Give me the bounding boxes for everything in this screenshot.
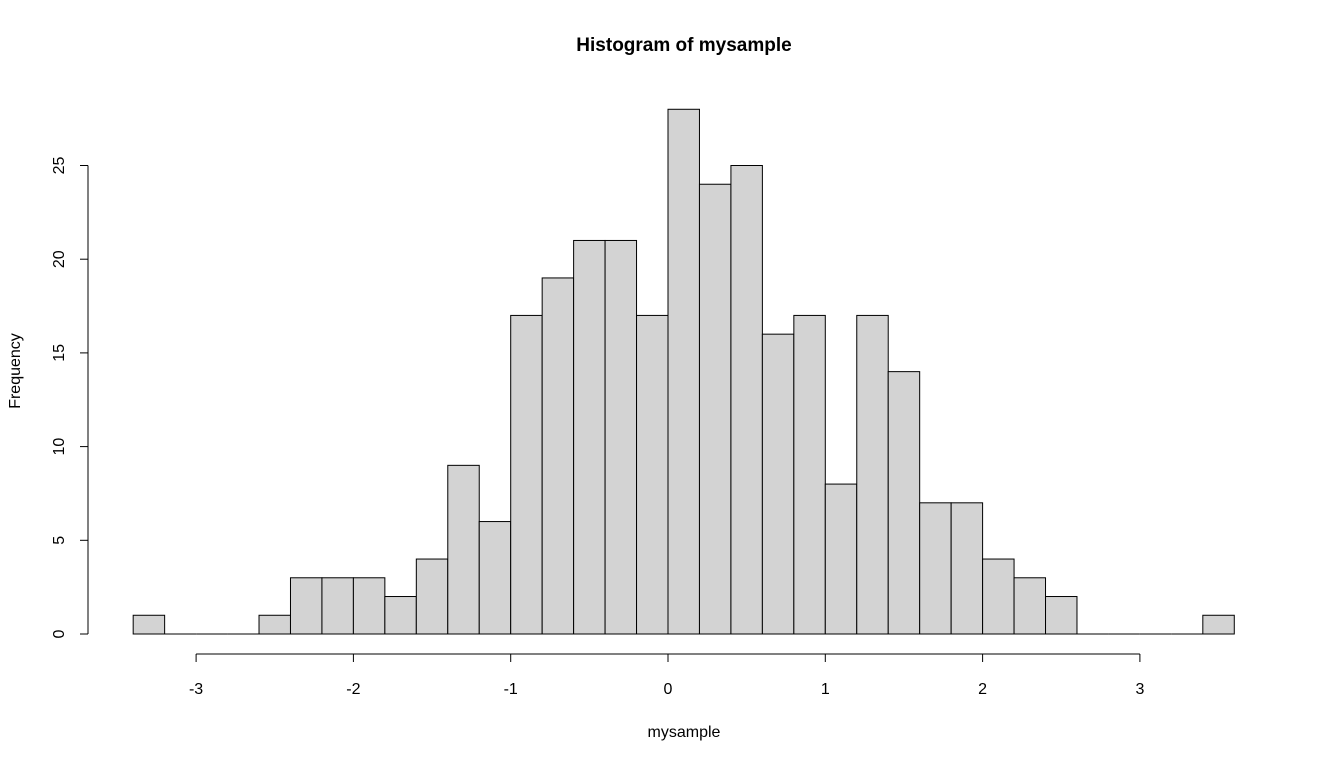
y-tick-label: 5 xyxy=(51,536,68,545)
histogram-bar xyxy=(824,483,858,635)
histogram-bar xyxy=(510,314,543,635)
x-tick-label: 2 xyxy=(978,681,987,698)
x-tick-label: -1 xyxy=(504,681,518,698)
histogram-bar xyxy=(478,521,512,635)
chart-title: Histogram of mysample xyxy=(576,35,791,56)
histogram-bar xyxy=(447,464,480,635)
histogram-bar xyxy=(636,314,669,635)
histogram-bar xyxy=(573,239,606,635)
y-tick-label: 25 xyxy=(51,157,68,175)
histogram-bar xyxy=(1045,596,1078,635)
y-axis: 0 5 10 15 20 25 xyxy=(51,157,89,638)
histogram-bar xyxy=(1202,614,1235,635)
histogram-bar xyxy=(730,165,763,635)
histogram-bar xyxy=(384,596,417,635)
histogram-bar xyxy=(982,558,1015,635)
histogram-bar xyxy=(258,614,291,635)
histogram-bar xyxy=(132,614,166,635)
histogram-bar xyxy=(793,314,826,635)
histogram-bar xyxy=(1013,577,1047,635)
y-tick-label: 15 xyxy=(51,344,68,362)
histogram-bar xyxy=(289,577,323,635)
x-tick-label: 1 xyxy=(821,681,830,698)
histogram-bar xyxy=(415,558,449,635)
histogram-bar xyxy=(950,502,984,635)
y-tick-label: 10 xyxy=(51,438,68,456)
x-axis: -3 -2 -1 0 1 2 3 xyxy=(189,653,1144,698)
histogram-bar xyxy=(856,314,889,635)
y-axis-title: Frequency xyxy=(7,333,24,409)
x-tick-label: 3 xyxy=(1135,681,1144,698)
bars-group xyxy=(132,108,1235,635)
histogram-bar xyxy=(352,577,386,635)
y-tick-label: 0 xyxy=(51,629,68,638)
histogram-bar xyxy=(698,183,732,635)
histogram-bar xyxy=(919,502,952,635)
histogram-bar xyxy=(321,577,354,635)
histogram-bar xyxy=(541,277,575,635)
x-axis-title: mysample xyxy=(648,724,721,741)
histogram-bar xyxy=(887,371,921,635)
x-tick-label: -2 xyxy=(346,681,360,698)
x-tick-label: 0 xyxy=(664,681,673,698)
histogram-bar xyxy=(761,333,795,635)
x-tick-label: -3 xyxy=(189,681,203,698)
y-tick-label: 20 xyxy=(51,250,68,268)
histogram-bar xyxy=(604,239,638,635)
histogram-bar xyxy=(667,108,700,635)
